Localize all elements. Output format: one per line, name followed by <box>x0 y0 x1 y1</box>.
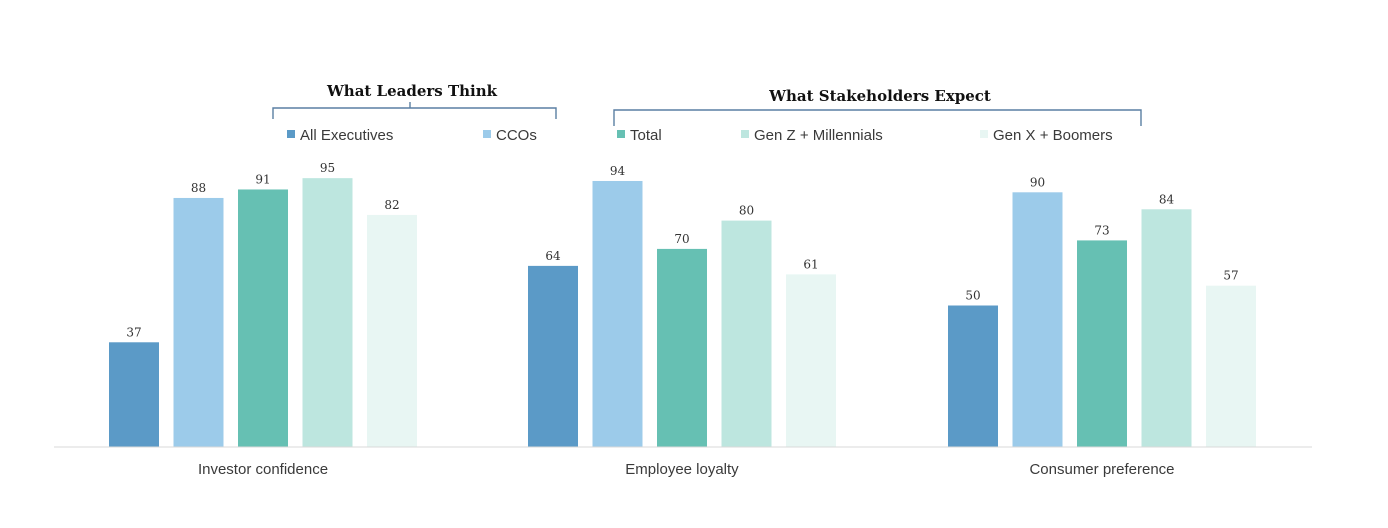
legend-label-gen-z-millennials: Gen Z + Millennials <box>754 127 883 144</box>
value-label-all-executives-employee-loyalty: 64 <box>545 249 561 263</box>
legend-swatch-gen-z-millennials <box>741 130 749 138</box>
bar-total-investor-confidence <box>238 189 288 447</box>
bars-layer <box>109 178 1256 448</box>
category-label-investor-confidence: Investor confidence <box>198 461 328 478</box>
bar-gen-z-millennials-employee-loyalty <box>721 220 772 447</box>
bar-gen-z-millennials-investor-confidence <box>302 178 353 447</box>
bar-gen-x-boomers-investor-confidence <box>367 214 417 447</box>
bar-all-executives-consumer-preference <box>948 305 998 447</box>
value-label-total-investor-confidence: 91 <box>255 172 270 186</box>
value-label-total-employee-loyalty: 70 <box>674 232 689 246</box>
legend-swatch-ccos <box>483 130 491 138</box>
value-label-total-consumer-preference: 73 <box>1094 223 1109 237</box>
bar-ccos-employee-loyalty <box>592 180 643 448</box>
value-label-gen-z-millennials-employee-loyalty: 80 <box>739 204 754 218</box>
legend-label-ccos: CCOs <box>496 127 537 144</box>
legend-label-all-executives: All Executives <box>300 127 393 144</box>
bar-total-employee-loyalty <box>657 248 707 447</box>
value-label-gen-x-boomers-employee-loyalty: 61 <box>803 257 818 271</box>
legend-label-total: Total <box>630 127 662 144</box>
value-label-gen-z-millennials-investor-confidence: 95 <box>320 161 335 175</box>
bar-total-consumer-preference <box>1077 240 1127 447</box>
value-label-gen-z-millennials-consumer-preference: 84 <box>1159 192 1175 206</box>
value-label-gen-x-boomers-consumer-preference: 57 <box>1223 269 1238 283</box>
legend: All Executives CCOs Total Gen Z + Millennia… <box>287 127 1113 144</box>
bar-ccos-consumer-preference <box>1012 192 1063 447</box>
bracket-leaders <box>272 102 557 119</box>
value-label-all-executives-consumer-preference: 50 <box>965 289 980 303</box>
value-label-ccos-employee-loyalty: 94 <box>610 164 626 178</box>
legend-swatch-total <box>617 130 625 138</box>
legend-swatch-all-executives <box>287 130 295 138</box>
legend-swatch-gen-x-boomers <box>980 130 988 138</box>
value-label-ccos-consumer-preference: 90 <box>1030 175 1045 189</box>
group-title-stakeholders: What Stakeholders Expect <box>768 87 991 105</box>
category-label-employee-loyalty: Employee loyalty <box>625 461 739 478</box>
bar-all-executives-employee-loyalty <box>528 265 578 447</box>
value-labels-layer: 37 64 50 88 94 90 91 70 73 95 80 84 82 61 57 <box>126 161 1238 339</box>
bar-all-executives-investor-confidence <box>109 342 159 447</box>
group-title-leaders: What Leaders Think <box>326 82 498 100</box>
value-label-ccos-investor-confidence: 88 <box>191 181 206 195</box>
bar-gen-z-millennials-consumer-preference <box>1141 209 1192 447</box>
category-labels-layer: Investor confidence Employee loyalty Consu… <box>198 461 1175 478</box>
value-label-gen-x-boomers-investor-confidence: 82 <box>384 198 399 212</box>
bar-gen-x-boomers-employee-loyalty <box>786 274 836 447</box>
bar-ccos-investor-confidence <box>173 197 224 447</box>
bar-gen-x-boomers-consumer-preference <box>1206 285 1256 447</box>
value-label-all-executives-investor-confidence: 37 <box>126 325 141 339</box>
legend-label-gen-x-boomers: Gen X + Boomers <box>993 127 1113 144</box>
bracket-stakeholders <box>613 109 1142 126</box>
category-label-consumer-preference: Consumer preference <box>1029 461 1174 478</box>
